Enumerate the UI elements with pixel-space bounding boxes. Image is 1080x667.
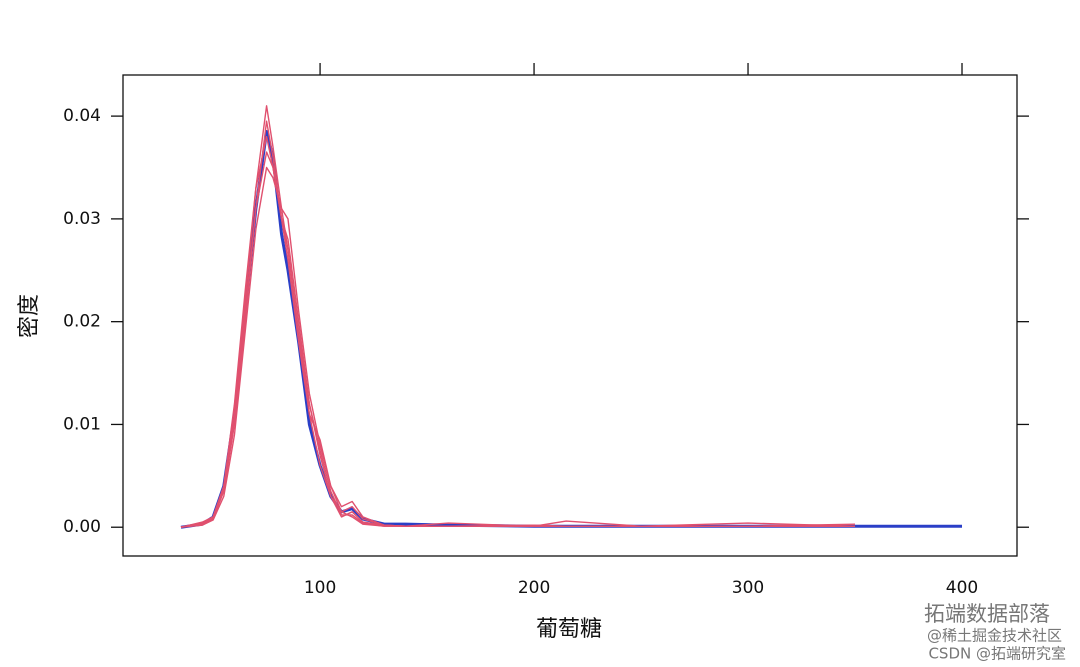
y-tick-label: 0.04: [63, 106, 101, 126]
x-tick-label: 300: [732, 578, 764, 598]
density-line: [180, 120, 856, 528]
y-tick-label: 0.02: [63, 312, 101, 332]
watermark: 拓端数据部落: [924, 602, 1050, 626]
y-tick-label: 0.00: [63, 517, 101, 537]
watermark: CSDN @拓端研究室: [928, 645, 1066, 663]
y-tick-label: 0.03: [63, 209, 101, 229]
x-tick-label: 400: [946, 578, 978, 598]
density-line: [180, 135, 856, 528]
density-line: [180, 151, 856, 528]
x-axis-label: 葡萄糖: [536, 617, 602, 642]
watermark: @稀土掘金技术社区: [927, 627, 1062, 645]
density-line: [180, 105, 856, 528]
plot-frame: [122, 74, 1018, 557]
y-axis-label: 密度: [17, 294, 42, 338]
x-tick-label: 200: [518, 578, 550, 598]
x-tick-label: 100: [304, 578, 336, 598]
y-tick-label: 0.01: [63, 414, 101, 434]
